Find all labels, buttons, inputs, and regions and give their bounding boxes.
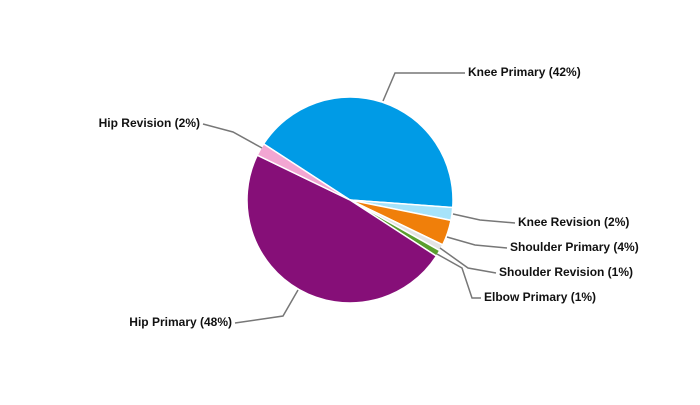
pie-slice: [256, 142, 351, 201]
data-label: Elbow Primary (1%): [484, 290, 596, 304]
data-label: Knee Primary (42%): [468, 65, 581, 79]
leader-line: [202, 123, 263, 149]
data-label: Hip Revision (2%): [99, 116, 200, 130]
leader-line: [436, 253, 481, 299]
leader-line: [234, 289, 299, 324]
data-label: Knee Revision (2%): [518, 215, 629, 229]
leader-line: [446, 236, 508, 249]
leader-line: [439, 247, 497, 274]
data-label: Hip Primary (48%): [129, 315, 232, 329]
data-label: Shoulder Primary (4%): [510, 240, 639, 254]
pie-slice: [246, 154, 438, 304]
leader-line: [452, 213, 516, 224]
leader-line: [382, 72, 465, 102]
pie-slice: [262, 96, 454, 209]
data-label: Shoulder Revision (1%): [499, 265, 633, 279]
